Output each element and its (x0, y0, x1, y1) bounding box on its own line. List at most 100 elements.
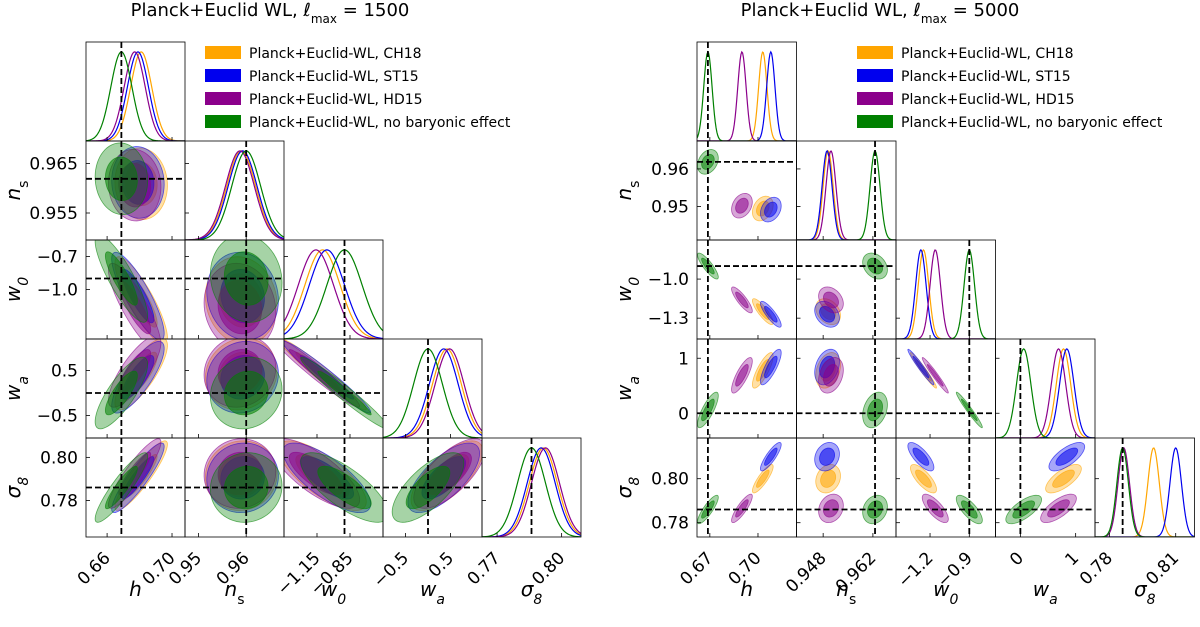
legend-entry: Planck+Euclid-WL, CH18 (249, 46, 422, 62)
cell-w0-vs-w0 (896, 240, 996, 339)
label-sub: 0 (627, 277, 643, 286)
x-tick-label: −1.2 (894, 548, 937, 591)
cell-wa-vs-wa (995, 339, 1095, 438)
marginal-curve-series-1 (185, 150, 284, 240)
panel-title: Planck+Euclid WL, ℓmax = 1500 (131, 0, 410, 26)
legend-swatch (857, 46, 893, 59)
cell-h-vs-h (697, 42, 797, 141)
label-base: w (933, 577, 950, 601)
cell-frame (696, 239, 797, 340)
contour-68-series-1 (764, 447, 778, 466)
cell-ns-vs-h (86, 141, 185, 240)
contour-68-series-1 (764, 355, 778, 379)
label-sub: a (436, 592, 445, 608)
y-axis-label: ns (612, 181, 643, 201)
y-tick-label: 0.78 (651, 514, 689, 534)
marginal-curve-series-3 (796, 150, 896, 240)
title-part: max (921, 12, 947, 26)
y-axis-label: w0 (1, 277, 32, 302)
marginal-curve-series-2 (284, 249, 383, 339)
label-base: σ (521, 577, 535, 601)
cell-frame (796, 140, 897, 241)
marginal-curve-series-1 (995, 348, 1095, 438)
y-tick-label: 0.80 (40, 448, 78, 468)
cell-wa-vs-ns (796, 339, 896, 438)
legend-swatch (205, 115, 241, 128)
marginal-curve-series-1 (284, 249, 383, 339)
cell-σ8-vs-h (697, 438, 797, 537)
cell-σ8-vs-w0 (896, 438, 996, 537)
y-tick-label: −0.5 (37, 407, 78, 427)
contour-68-series-2 (735, 291, 749, 309)
contour-68-series-3 (867, 500, 883, 519)
y-axis-label: w0 (612, 277, 643, 302)
cell-ns-vs-ns (796, 141, 896, 240)
contour-68-series-2 (735, 197, 749, 214)
legend: Planck+Euclid-WL, CH18 Planck+Euclid-WL, … (205, 46, 511, 131)
x-tick-label: 0.78 (1076, 548, 1117, 589)
marginal-curve-series-2 (383, 348, 482, 438)
x-axis-label: ns (225, 577, 245, 608)
cell-σ8-vs-σ8 (1095, 438, 1195, 537)
cell-σ8-vs-wa (995, 438, 1095, 537)
cell-w0-vs-h (86, 240, 185, 339)
marginal-curve-series-2 (697, 50, 797, 141)
cell-wa-vs-w0 (284, 339, 383, 438)
cell-frame (696, 338, 797, 439)
title-part: ℓ (302, 0, 310, 21)
label-base: w (1, 384, 25, 401)
marginal-curve-series-3 (383, 348, 482, 438)
label-sub: 0 (337, 592, 346, 608)
label-sub: 8 (627, 477, 643, 486)
legend-swatch (857, 115, 893, 128)
contour-68-series-0 (915, 469, 932, 488)
label-base: w (321, 577, 338, 601)
legend-entry: Planck+Euclid-WL, CH18 (901, 46, 1074, 62)
contour-68-series-2 (823, 499, 839, 518)
marginal-curve-series-3 (995, 348, 1095, 438)
y-tick-label: 0.78 (40, 491, 78, 511)
legend-entry: Planck+Euclid-WL, HD15 (249, 92, 423, 108)
contour-68-series-1 (819, 305, 836, 323)
x-tick-label: 0 (1006, 548, 1028, 570)
cell-σ8-vs-wa (383, 438, 482, 537)
y-axis-label: ns (1, 181, 32, 201)
marginal-curve-series-3 (896, 249, 996, 339)
y-axis-label: wa (1, 376, 32, 401)
contour-68-series-3 (960, 398, 978, 422)
marginal-curve-series-1 (697, 50, 797, 141)
label-base: w (612, 384, 636, 401)
x-axis-label: h (740, 577, 753, 601)
label-base: w (1, 285, 25, 302)
legend: Planck+Euclid-WL, CH18 Planck+Euclid-WL, … (857, 46, 1163, 131)
cell-ns-vs-h (697, 141, 797, 240)
x-tick-label: 0.80 (528, 548, 569, 589)
x-tick-label: 0.948 (782, 548, 831, 597)
label-sub: 8 (16, 477, 32, 486)
x-tick-label: 1 (1061, 548, 1083, 570)
cell-ns-vs-ns (185, 141, 284, 240)
cell-frame (1094, 437, 1195, 538)
label-base: σ (1, 484, 25, 498)
corner-plot-lmax-5000: Planck+Euclid WL, ℓmax = 50000.960.95ns−… (612, 0, 1195, 608)
x-axis-label: wa (420, 577, 445, 608)
x-tick-label: −0.5 (370, 548, 413, 591)
marginal-curve-series-3 (284, 249, 383, 339)
label-sub: s (237, 592, 244, 608)
contour-68-series-1 (912, 447, 930, 466)
title-part: = 5000 (947, 0, 1019, 21)
y-tick-label: −1.0 (37, 281, 78, 301)
corner-plot-lmax-1500: Planck+Euclid WL, ℓmax = 1500 0.965 0.955 n… (1, 0, 582, 608)
contour-68-series-2 (735, 364, 749, 387)
marginal-curve-series-3 (185, 150, 284, 240)
contour-68-series-2 (926, 364, 944, 387)
cell-σ8-vs-w0 (284, 438, 383, 537)
marginal-curve-series-2 (995, 348, 1095, 438)
label-sub: s (16, 181, 32, 188)
cell-σ8-vs-ns (796, 438, 896, 537)
y-tick-label: −0.7 (37, 248, 78, 268)
cell-h-vs-h (86, 42, 185, 141)
label-base: w (612, 285, 636, 302)
title-part: = 1500 (337, 0, 409, 21)
